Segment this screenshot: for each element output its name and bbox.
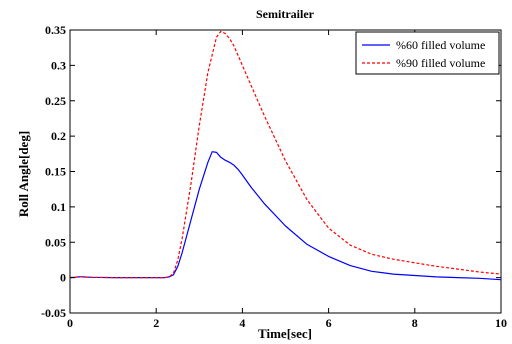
y-tick-label: 0.15 — [45, 165, 66, 179]
y-tick-label: 0.3 — [51, 58, 66, 72]
x-tick-label: 6 — [326, 316, 332, 330]
x-tick-label: 10 — [495, 316, 507, 330]
chart-title: Semitrailer — [256, 7, 315, 21]
y-tick-label: 0.05 — [45, 235, 66, 249]
series-line-1 — [69, 151, 502, 281]
series-line-2 — [69, 30, 502, 279]
legend-box — [355, 31, 500, 75]
y-tick-label: 0.2 — [51, 129, 66, 143]
y-axis-label: Roll Angle[deg] — [16, 131, 31, 217]
x-axis-label: Time[sec] — [258, 326, 312, 341]
x-tick-label: 4 — [239, 316, 245, 330]
y-tick-label: 0.25 — [45, 94, 66, 108]
x-tick-label: 0 — [67, 316, 73, 330]
y-tick-label: -0.05 — [41, 306, 66, 320]
plot-area — [69, 29, 502, 314]
legend-entry-2: %90 filled volume — [396, 56, 485, 70]
axes-box — [69, 29, 502, 314]
x-tick-label: 2 — [153, 316, 159, 330]
y-tick-label: 0.35 — [45, 23, 66, 37]
legend-entry-1: %60 filled volume — [396, 38, 485, 52]
y-tick-label: 0 — [60, 271, 66, 285]
x-tick-label: 8 — [412, 316, 418, 330]
series-layer — [69, 30, 502, 281]
legend: %60 filled volume %90 filled volume — [355, 31, 500, 75]
y-tick-label: 0.1 — [51, 200, 66, 214]
